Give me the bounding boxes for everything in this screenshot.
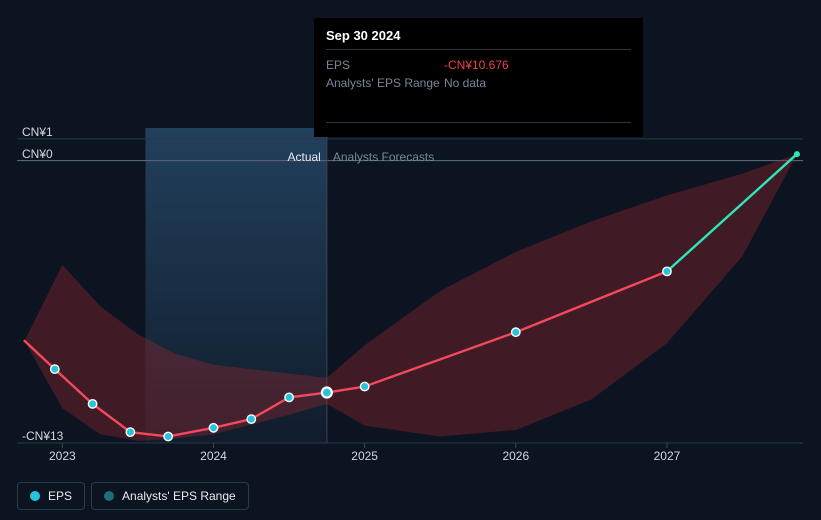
legend-dot-range [104, 491, 114, 501]
x-tick-label: 2026 [502, 449, 529, 463]
tooltip-value-eps: -CN¥10.676 [444, 56, 631, 74]
tooltip-key-eps: EPS [326, 56, 444, 74]
legend-item-range[interactable]: Analysts' EPS Range [91, 482, 249, 510]
section-label-actual: Actual [288, 150, 321, 164]
tooltip-table: EPS -CN¥10.676 Analysts' EPS Range No da… [326, 56, 631, 92]
tooltip-key-range: Analysts' EPS Range [326, 74, 444, 92]
legend-label-eps: EPS [48, 489, 72, 503]
legend-item-eps[interactable]: EPS [17, 482, 85, 510]
x-tick-label: 2027 [654, 449, 681, 463]
section-label-forecast: Analysts Forecasts [333, 150, 434, 164]
x-tick-label: 2025 [351, 449, 378, 463]
y-tick-label: CN¥1 [22, 125, 53, 139]
tooltip-row-eps: EPS -CN¥10.676 [326, 56, 631, 74]
legend-dot-eps [30, 491, 40, 501]
y-tick-label: -CN¥13 [22, 429, 63, 443]
x-tick-label: 2024 [200, 449, 227, 463]
y-tick-label: CN¥0 [22, 147, 53, 161]
legend-label-range: Analysts' EPS Range [122, 489, 236, 503]
legend: EPS Analysts' EPS Range [17, 482, 249, 510]
tooltip-date: Sep 30 2024 [326, 28, 631, 50]
tooltip-value-range: No data [444, 74, 631, 92]
x-tick-label: 2023 [49, 449, 76, 463]
hover-tooltip: Sep 30 2024 EPS -CN¥10.676 Analysts' EPS… [314, 18, 643, 137]
tooltip-row-range: Analysts' EPS Range No data [326, 74, 631, 92]
